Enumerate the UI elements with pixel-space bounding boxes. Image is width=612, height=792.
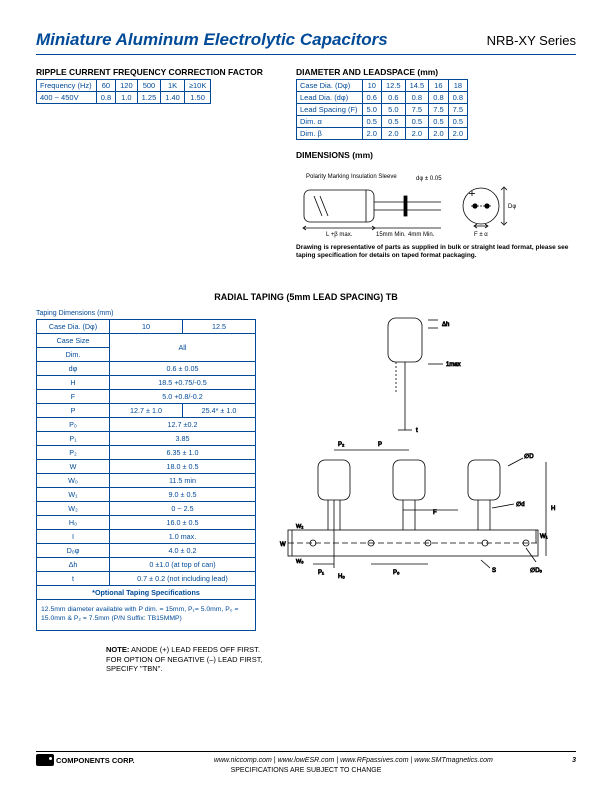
logo-icon — [36, 754, 54, 766]
svg-text:P: P — [378, 442, 382, 448]
svg-text:Dφ: Dφ — [508, 204, 516, 210]
dimensions-label: DIMENSIONS (mm) — [296, 150, 576, 160]
taping-caption: Taping Dimensions (mm) — [36, 310, 256, 317]
page-header: Miniature Aluminum Electrolytic Capacito… — [36, 30, 576, 55]
svg-text:P₂: P₂ — [338, 442, 345, 448]
svg-text:L +β max.: L +β max. — [326, 232, 353, 238]
ripple-section: RIPPLE CURRENT FREQUENCY CORRECTION FACT… — [36, 67, 266, 260]
page-footer: COMPONENTS CORP. www.niccomp.com | www.l… — [36, 751, 576, 774]
svg-text:4mm Min.: 4mm Min. — [408, 232, 435, 238]
svg-text:1max: 1max — [446, 362, 461, 368]
tape-diagram: Δh 1max t — [278, 310, 568, 610]
svg-text:W₁: W₁ — [540, 534, 548, 540]
svg-text:H: H — [551, 506, 555, 512]
svg-text:F: F — [433, 510, 437, 516]
svg-text:P₁: P₁ — [318, 570, 324, 576]
svg-text:W: W — [280, 542, 286, 548]
ripple-label: RIPPLE CURRENT FREQUENCY CORRECTION FACT… — [36, 67, 266, 77]
svg-text:P₀: P₀ — [393, 570, 400, 576]
svg-text:W₂: W₂ — [296, 524, 303, 530]
svg-text:15mm Min.: 15mm Min. — [376, 232, 406, 238]
diameter-section: DIAMETER AND LEADSPACE (mm) Case Dia. (D… — [296, 67, 576, 260]
svg-text:∅D₀: ∅D₀ — [530, 567, 543, 574]
capacitor-drawing: Polarity Marking Insulation Sleeve dφ ± … — [296, 166, 526, 238]
taping-extra: 12.5mm diameter available with P dim. = … — [36, 600, 256, 631]
ripple-table: Frequency (Hz)601205001K≥10K 400 ~ 450V0… — [36, 79, 211, 104]
svg-text:∅D: ∅D — [524, 453, 534, 460]
page-number: 3 — [572, 757, 576, 764]
svg-text:dφ ± 0.05: dφ ± 0.05 — [416, 176, 442, 182]
diameter-label: DIAMETER AND LEADSPACE (mm) — [296, 67, 576, 77]
svg-text:S: S — [492, 568, 496, 574]
footer-sub: SPECIFICATIONS ARE SUBJECT TO CHANGE — [36, 767, 576, 774]
svg-text:F ± α: F ± α — [474, 232, 488, 238]
series-label: NRB-XY Series — [487, 33, 576, 48]
svg-text:Insulation Sleeve: Insulation Sleeve — [351, 174, 397, 180]
note-block: NOTE: ANODE (+) LEAD FEEDS OFF FIRST. FO… — [106, 645, 576, 674]
company-logo: COMPONENTS CORP. — [36, 754, 135, 766]
diameter-table: Case Dia. (Dφ)1012.514.51618Lead Dia. (d… — [296, 79, 468, 140]
svg-text:H₀: H₀ — [338, 574, 345, 580]
svg-text:Δh: Δh — [442, 322, 449, 328]
footer-links: www.niccomp.com | www.lowESR.com | www.R… — [141, 757, 566, 764]
page-title: Miniature Aluminum Electrolytic Capacito… — [36, 30, 388, 50]
svg-text:t: t — [416, 428, 418, 434]
note-bold: NOTE: — [106, 645, 129, 654]
company-name: COMPONENTS CORP. — [56, 756, 135, 765]
svg-text:Polarity Marking: Polarity Marking — [306, 174, 349, 180]
svg-text:∅d: ∅d — [516, 501, 525, 508]
mid-title: RADIAL TAPING (5mm LEAD SPACING) TB — [36, 292, 576, 302]
svg-text:W₀: W₀ — [296, 559, 303, 565]
taping-table: Case Dia. (Dφ)1012.5Case SizeAllDim.dφ0.… — [36, 319, 256, 600]
taping-section: Taping Dimensions (mm) Case Dia. (Dφ)101… — [36, 310, 256, 631]
dimensions-caption: Drawing is representative of parts as su… — [296, 244, 576, 260]
